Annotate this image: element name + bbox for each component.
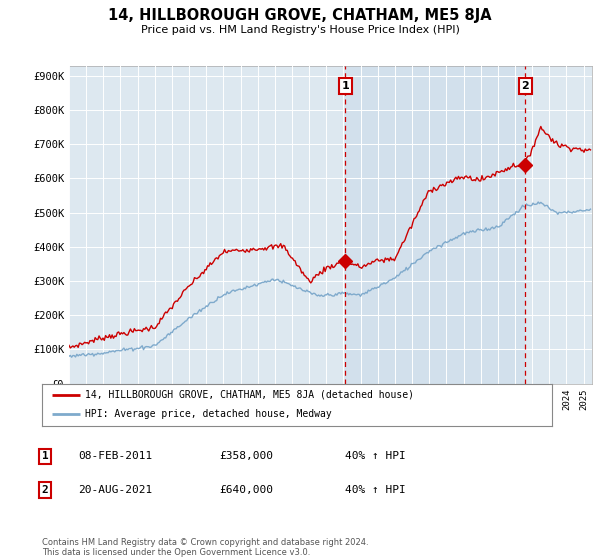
Text: Price paid vs. HM Land Registry's House Price Index (HPI): Price paid vs. HM Land Registry's House … xyxy=(140,25,460,35)
Text: 14, HILLBOROUGH GROVE, CHATHAM, ME5 8JA (detached house): 14, HILLBOROUGH GROVE, CHATHAM, ME5 8JA … xyxy=(85,390,415,400)
Text: £640,000: £640,000 xyxy=(219,485,273,495)
Text: 40% ↑ HPI: 40% ↑ HPI xyxy=(345,451,406,461)
Text: £358,000: £358,000 xyxy=(219,451,273,461)
Text: Contains HM Land Registry data © Crown copyright and database right 2024.
This d: Contains HM Land Registry data © Crown c… xyxy=(42,538,368,557)
Text: 2: 2 xyxy=(521,81,529,91)
Text: 14, HILLBOROUGH GROVE, CHATHAM, ME5 8JA: 14, HILLBOROUGH GROVE, CHATHAM, ME5 8JA xyxy=(108,8,492,24)
Bar xyxy=(345,66,525,384)
Text: 1: 1 xyxy=(341,81,349,91)
Text: 1: 1 xyxy=(41,451,49,461)
Text: 40% ↑ HPI: 40% ↑ HPI xyxy=(345,485,406,495)
Text: 2: 2 xyxy=(41,485,49,495)
Text: 08-FEB-2011: 08-FEB-2011 xyxy=(78,451,152,461)
Text: HPI: Average price, detached house, Medway: HPI: Average price, detached house, Medw… xyxy=(85,409,332,419)
Text: 20-AUG-2021: 20-AUG-2021 xyxy=(78,485,152,495)
